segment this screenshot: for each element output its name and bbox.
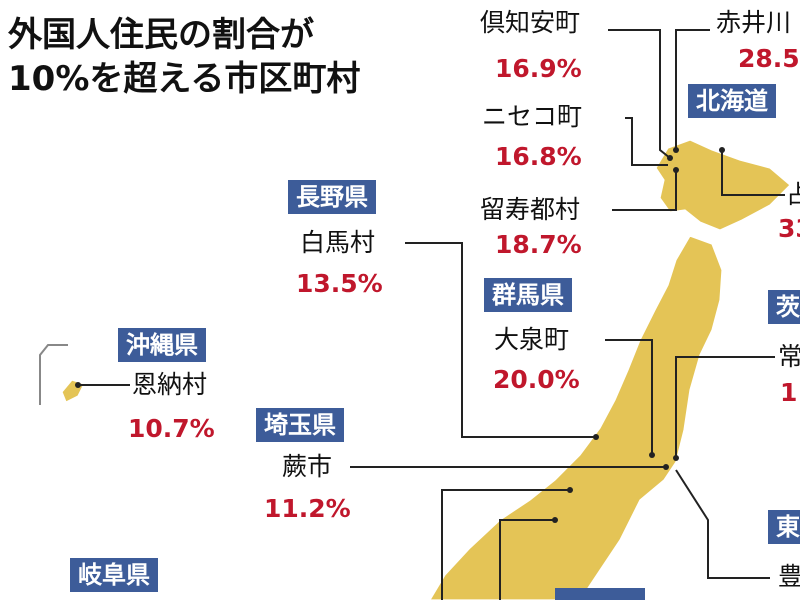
location-dots	[75, 147, 725, 523]
cut-prefecture-box	[555, 588, 645, 600]
municipality: 倶知安町	[480, 8, 581, 37]
share: 33	[778, 214, 800, 243]
share: 16.9%	[495, 54, 582, 83]
share: 11.2%	[264, 494, 351, 523]
leader-lines	[78, 29, 785, 600]
share: 1	[780, 378, 798, 407]
title: 外国人住民の割合が	[8, 15, 314, 55]
inset-bracket	[39, 344, 68, 405]
municipality: 占	[786, 180, 800, 209]
share: 18.7%	[495, 230, 582, 259]
municipality: 常	[778, 342, 800, 371]
share: 13.5%	[296, 269, 383, 298]
share: 20.0%	[493, 365, 580, 394]
municipality: 蕨市	[282, 452, 333, 481]
prefecture: 北海道	[688, 84, 776, 118]
share: 28.5	[738, 44, 800, 73]
prefecture: 長野県	[288, 180, 376, 214]
title: 10%を超える市区町村	[8, 59, 361, 99]
prefecture: 沖縄県	[118, 328, 206, 362]
municipality: 赤井川	[716, 8, 792, 37]
share: 16.8%	[495, 142, 582, 171]
municipality: 豊	[778, 562, 800, 591]
share: 10.7%	[128, 414, 215, 443]
prefecture: 東	[768, 510, 800, 544]
prefecture: 埼玉県	[256, 408, 344, 442]
municipality: 恩納村	[132, 370, 208, 399]
prefecture: 群馬県	[484, 278, 572, 312]
municipality: 白馬村	[300, 228, 376, 257]
municipality: 大泉町	[494, 325, 570, 354]
prefecture: 茨	[768, 290, 800, 324]
prefecture: 岐阜県	[70, 558, 158, 592]
municipality: 留寿都村	[480, 195, 581, 224]
municipality: ニセコ町	[482, 102, 583, 131]
